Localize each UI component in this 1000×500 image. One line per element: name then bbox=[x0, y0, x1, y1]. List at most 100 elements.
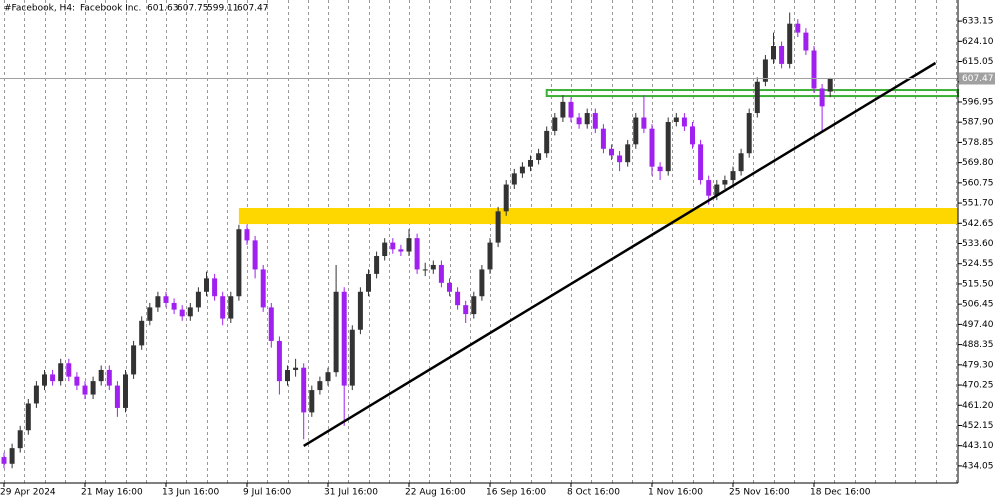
y-tick-label: 497.40 bbox=[962, 320, 994, 330]
candle-body bbox=[665, 121, 671, 172]
y-tick-label: 524.55 bbox=[962, 259, 994, 269]
candle-body bbox=[730, 171, 736, 181]
candle-body bbox=[171, 302, 177, 310]
x-tick-label: 9 Jul 16:00 bbox=[243, 488, 292, 498]
candle-body bbox=[357, 291, 363, 330]
candle-body bbox=[552, 117, 558, 131]
y-tick-label: 434.05 bbox=[962, 461, 994, 471]
candle-body bbox=[690, 126, 695, 145]
description: Facebook Inc. bbox=[80, 4, 141, 14]
candle-body bbox=[1, 457, 7, 464]
candle-body bbox=[657, 166, 663, 172]
candle-body bbox=[25, 403, 31, 431]
candle-body bbox=[771, 46, 776, 60]
candle-body bbox=[698, 144, 704, 181]
candle-body bbox=[438, 264, 444, 283]
y-tick-label: 533.60 bbox=[962, 239, 994, 249]
x-tick-label: 16 Sep 16:00 bbox=[486, 488, 546, 498]
candle-body bbox=[106, 369, 112, 386]
candle-body bbox=[349, 329, 355, 386]
candle-body bbox=[544, 130, 550, 154]
candle-body bbox=[341, 291, 347, 386]
candle-body bbox=[560, 101, 566, 118]
x-tick-label: 31 Jul 16:00 bbox=[324, 488, 378, 498]
candle-body bbox=[528, 159, 533, 167]
candle-body bbox=[74, 376, 80, 386]
candle-body bbox=[455, 291, 461, 306]
candle-body bbox=[268, 307, 274, 341]
candle-body bbox=[568, 101, 574, 118]
candle-body bbox=[479, 269, 485, 297]
x-tick-label: 1 Nov 16:00 bbox=[648, 488, 703, 498]
candle-body bbox=[114, 385, 120, 408]
candle-body bbox=[746, 113, 752, 154]
y-tick-label: 470.25 bbox=[962, 381, 994, 391]
candle-body bbox=[50, 374, 56, 382]
candle-body bbox=[309, 390, 315, 413]
candle-body bbox=[390, 242, 396, 250]
candle-body bbox=[738, 153, 744, 172]
candle-body bbox=[609, 148, 614, 156]
candle-body bbox=[592, 113, 598, 129]
candle-body bbox=[147, 307, 153, 321]
candle-body bbox=[617, 155, 623, 163]
y-tick-label: 551.70 bbox=[962, 199, 994, 209]
x-tick-label: 25 Nov 16:00 bbox=[729, 488, 790, 498]
y-tick-label: 587.90 bbox=[962, 118, 994, 128]
candle-body bbox=[463, 305, 469, 315]
candle-body bbox=[366, 273, 371, 292]
candle-body bbox=[779, 46, 785, 64]
candle-body bbox=[285, 369, 290, 382]
candle-body bbox=[722, 180, 728, 185]
candle-body bbox=[17, 430, 23, 449]
x-tick-label: 29 Apr 2024 bbox=[0, 488, 56, 498]
candle-body bbox=[706, 180, 712, 196]
candle-body bbox=[811, 50, 817, 89]
candle-body bbox=[641, 117, 647, 129]
y-tick-label: 560.75 bbox=[962, 178, 994, 188]
candle-body bbox=[795, 23, 801, 33]
y-tick-label: 596.95 bbox=[962, 97, 994, 107]
candle-body bbox=[374, 256, 380, 274]
candle-body bbox=[495, 211, 501, 243]
candle-body bbox=[58, 363, 64, 382]
y-tick-label: 452.15 bbox=[962, 421, 994, 431]
y-tick-label: 488.35 bbox=[962, 340, 994, 350]
candle-body bbox=[293, 367, 299, 370]
candle-body bbox=[82, 385, 88, 395]
y-tick-label: 542.65 bbox=[962, 219, 994, 229]
candle-body bbox=[787, 23, 793, 64]
candle-body bbox=[123, 374, 128, 408]
candle-body bbox=[131, 345, 137, 375]
candle-body bbox=[9, 448, 15, 464]
candle-body bbox=[163, 296, 169, 303]
y-tick-label: 443.10 bbox=[962, 441, 994, 451]
candle-body bbox=[276, 340, 282, 382]
candle-body bbox=[90, 381, 96, 395]
candle-body bbox=[584, 113, 590, 125]
candle-body bbox=[503, 184, 509, 212]
candle-body bbox=[66, 363, 72, 377]
candle-body bbox=[714, 184, 720, 196]
candle-body bbox=[762, 59, 768, 82]
candle-body bbox=[260, 269, 266, 308]
candle-body bbox=[487, 242, 493, 270]
candle-body bbox=[511, 173, 517, 185]
candle-body bbox=[414, 238, 420, 270]
candle-body bbox=[827, 78, 833, 92]
y-tick-label: 624.10 bbox=[962, 37, 994, 47]
candle-body bbox=[42, 374, 47, 386]
candle-body bbox=[819, 88, 825, 107]
candle-body bbox=[600, 128, 606, 149]
header-low: 599.11 bbox=[207, 4, 239, 14]
candle-body bbox=[681, 117, 687, 127]
candle-body bbox=[252, 240, 258, 270]
candle-body bbox=[406, 238, 412, 252]
y-tick-label: 461.20 bbox=[962, 401, 994, 411]
candles bbox=[1, 12, 833, 469]
candle-body bbox=[236, 229, 242, 297]
candle-body bbox=[447, 282, 452, 292]
candle-body bbox=[430, 264, 436, 270]
candle-body bbox=[195, 291, 201, 308]
